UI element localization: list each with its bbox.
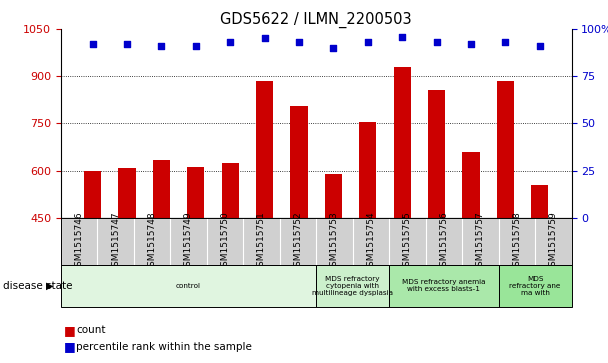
Text: control: control	[176, 283, 201, 289]
Bar	[221, 163, 239, 359]
Text: GSM1515752: GSM1515752	[294, 211, 302, 272]
Bar	[462, 152, 480, 359]
Bar	[389, 265, 499, 307]
Text: MDS
refractory ane
ma with: MDS refractory ane ma with	[510, 276, 561, 296]
Text: MDS refractory
cytopenia with
multilineage dysplasia: MDS refractory cytopenia with multilinea…	[312, 276, 393, 296]
Bar	[497, 81, 514, 359]
Text: GSM1515749: GSM1515749	[184, 211, 193, 272]
Bar	[119, 168, 136, 359]
Text: percentile rank within the sample: percentile rank within the sample	[76, 342, 252, 352]
Bar	[61, 265, 316, 307]
Text: GSM1515748: GSM1515748	[148, 211, 156, 272]
Point	[122, 41, 132, 47]
Text: GSM1515758: GSM1515758	[513, 211, 521, 272]
Text: ▶: ▶	[46, 281, 54, 291]
Point	[226, 39, 235, 45]
Point	[328, 45, 338, 51]
Bar	[325, 174, 342, 359]
Bar	[531, 185, 548, 359]
Bar	[393, 67, 411, 359]
Text: GSM1515756: GSM1515756	[440, 211, 448, 272]
Point	[260, 36, 269, 41]
Text: GSM1515759: GSM1515759	[549, 211, 558, 272]
Text: GSM1515750: GSM1515750	[221, 211, 229, 272]
Bar	[84, 171, 101, 359]
Text: count: count	[76, 325, 106, 335]
Title: GDS5622 / ILMN_2200503: GDS5622 / ILMN_2200503	[220, 12, 412, 28]
Point	[397, 34, 407, 40]
Point	[294, 39, 304, 45]
Text: ■: ■	[64, 340, 75, 353]
Bar	[428, 90, 445, 359]
Point	[88, 41, 97, 47]
Text: GSM1515751: GSM1515751	[257, 211, 266, 272]
Bar	[499, 265, 572, 307]
Bar	[256, 81, 273, 359]
Text: GSM1515757: GSM1515757	[476, 211, 485, 272]
Point	[432, 39, 441, 45]
Text: disease state: disease state	[3, 281, 72, 291]
Bar	[291, 106, 308, 359]
Text: GSM1515755: GSM1515755	[403, 211, 412, 272]
Bar	[316, 265, 389, 307]
Point	[535, 43, 545, 49]
Bar	[359, 122, 376, 359]
Bar	[187, 167, 204, 359]
Text: GSM1515754: GSM1515754	[367, 211, 375, 272]
Point	[191, 43, 201, 49]
Text: GSM1515753: GSM1515753	[330, 211, 339, 272]
Text: GSM1515746: GSM1515746	[75, 211, 83, 272]
Point	[156, 43, 166, 49]
Point	[363, 39, 373, 45]
Point	[466, 41, 476, 47]
Point	[500, 39, 510, 45]
Text: ■: ■	[64, 324, 75, 337]
Text: GSM1515747: GSM1515747	[111, 211, 120, 272]
Text: MDS refractory anemia
with excess blasts-1: MDS refractory anemia with excess blasts…	[402, 280, 486, 292]
Bar	[153, 160, 170, 359]
